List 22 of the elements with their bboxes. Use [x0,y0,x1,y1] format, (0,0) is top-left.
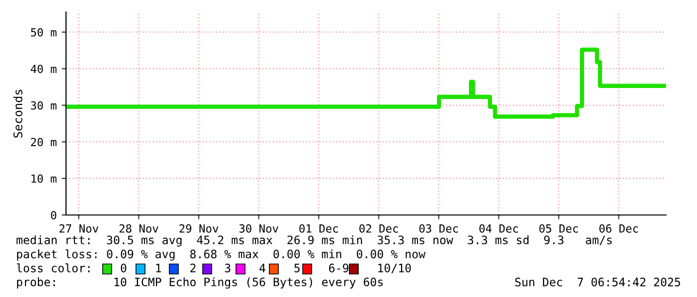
text: packet loss: 0.09 % avg 8.68 % max 0.00 % min 0.00 % now [17,249,426,261]
x-tick-label: 27 Nov [60,224,98,233]
x-tick-label: 30 Nov [239,224,278,233]
y-tick-label: 50 m [30,28,56,37]
x-tick-label: 03 Dec [419,224,458,233]
x-tick-label: 02 Dec [359,224,398,233]
y-tick-label: 10 m [32,174,56,183]
x-tick-label: 29 Nov [180,224,218,233]
y-tick-label: 40 m [30,64,56,74]
y-tick-label: 20 m [31,138,56,146]
y-axis-title: Seconds [13,90,22,138]
text: median rtt: 30.5 ms avg 45.2 ms max 26.9 ms min 35.3 ms now 3.3 ms sd 9.3 am/s [16,235,612,247]
text: Sun Dec 7 06:54:42 2025 [515,278,680,286]
x-tick-label: 01 Dec [299,224,338,233]
x-tick-label: 04 Dec [479,224,518,233]
text: loss color: 0 1 2 3 4 5 6-9 10/10 [16,263,411,274]
y-tick-label: 30 m [30,101,56,110]
text: probe: 10 ICMP Echo Pings (56 Bytes) every 60s [17,277,383,289]
x-tick-label: 06 Dec [599,224,638,233]
x-tick-label: 05 Dec [539,224,578,233]
x-tick-label: 28 Nov [120,224,158,233]
y-tick-label: 0 [51,211,56,220]
